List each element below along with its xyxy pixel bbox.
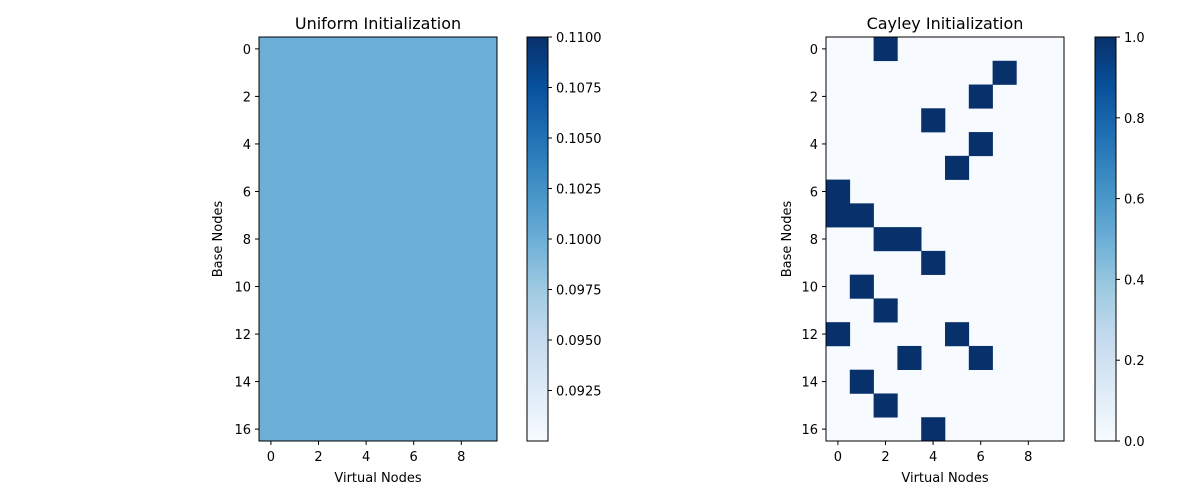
cayley-x-tick-label: 6 [977,450,985,465]
uniform-colorbar-tick-label: 0.1075 [556,82,602,97]
uniform-heatmap-panel: Uniform Initialization 0 2 4 6 8 0 2 4 6 8 10 12 14… [211,14,498,486]
uniform-title: Uniform Initialization [295,14,461,33]
cayley-cell [968,345,993,371]
cayley-x-tick-label: 0 [834,450,842,465]
uniform-colorbar-ticks: 0.0925 0.0950 0.0975 0.1000 0.1025 0.1050 0.10… [548,31,602,400]
cayley-colorbar-tick-label: 0.4 [1124,273,1145,288]
cayley-y-tick-label: 16 [801,423,818,438]
cayley-y-tick-label: 4 [810,138,818,153]
uniform-colorbar-tick-label: 0.1100 [556,31,602,46]
cayley-ylabel: Base Nodes [780,201,795,278]
uniform-colorbar-tick-label: 0.0950 [556,334,602,349]
cayley-colorbar-tick-label: 1.0 [1124,31,1145,46]
cayley-x-ticks: 0 2 4 6 8 [834,441,1032,465]
cayley-xlabel: Virtual Nodes [901,471,989,486]
uniform-x-tick-label: 4 [362,450,370,465]
cayley-cell [921,108,946,133]
cayley-x-tick-label: 2 [881,450,889,465]
cayley-y-ticks: 0 2 4 6 8 10 12 14 16 [801,43,826,438]
uniform-x-tick-label: 0 [267,450,275,465]
cayley-colorbar-tick-label: 0.2 [1124,354,1145,369]
cayley-cell [968,132,993,157]
uniform-colorbar-tick-label: 0.0925 [556,385,602,400]
cayley-cell [897,345,922,371]
uniform-colorbar-tick-label: 0.1000 [556,233,602,248]
cayley-y-tick-label: 12 [801,328,818,343]
cayley-cell [826,322,851,347]
cayley-x-tick-label: 4 [929,450,937,465]
cayley-cell [921,417,946,442]
cayley-cell [945,322,970,347]
cayley-y-tick-label: 14 [801,376,818,391]
cayley-title: Cayley Initialization [867,14,1024,33]
cayley-colorbar: 0.0 0.2 0.4 0.6 0.8 1.0 [1094,31,1145,450]
cayley-cell [849,274,874,299]
cayley-y-tick-label: 10 [801,281,818,296]
cayley-cell [873,37,898,62]
cayley-colorbar-bar [1094,36,1117,442]
uniform-x-tick-label: 2 [314,450,322,465]
cayley-colorbar-tick-label: 0.8 [1124,112,1145,127]
cayley-cell [826,179,851,204]
cayley-colorbar-tick-label: 0.0 [1124,435,1145,450]
uniform-y-tick-label: 10 [234,281,251,296]
cayley-colorbar-tick-label: 0.6 [1124,193,1145,208]
uniform-x-tick-label: 6 [410,450,418,465]
uniform-colorbar-bar [526,36,549,442]
uniform-y-tick-label: 8 [243,233,251,248]
uniform-y-tick-label: 12 [234,328,251,343]
cayley-cell [849,369,874,394]
uniform-y-ticks: 0 2 4 6 8 10 12 14 16 [234,43,259,438]
cayley-heatmap-panel: Cayley Initialization 0 2 4 6 8 0 2 4 6 8 10 12 14 1… [780,14,1065,486]
uniform-ylabel: Base Nodes [211,201,226,278]
cayley-colorbar-ticks: 0.0 0.2 0.4 0.6 0.8 1.0 [1116,31,1145,450]
uniform-y-tick-label: 0 [243,43,251,58]
uniform-y-tick-label: 4 [243,138,251,153]
cayley-cell [968,84,993,109]
uniform-y-tick-label: 6 [243,185,251,200]
uniform-colorbar-tick-label: 0.1025 [556,183,602,198]
cayley-cell [849,203,874,228]
cayley-y-tick-label: 8 [810,233,818,248]
cayley-cell [897,227,922,252]
cayley-x-tick-label: 8 [1024,450,1032,465]
cayley-cell [992,60,1017,85]
uniform-heatmap-cells [259,37,497,441]
cayley-heatmap-cells [826,37,1064,442]
uniform-x-ticks: 0 2 4 6 8 [267,441,465,465]
uniform-xlabel: Virtual Nodes [334,471,422,486]
cayley-y-tick-label: 6 [810,185,818,200]
uniform-colorbar-tick-label: 0.0975 [556,284,602,299]
uniform-fill [259,37,497,441]
uniform-colorbar-tick-label: 0.1050 [556,132,602,147]
uniform-y-tick-label: 16 [234,423,251,438]
cayley-cell [921,250,946,275]
cayley-cell [826,203,851,228]
cayley-y-tick-label: 0 [810,43,818,58]
uniform-y-tick-label: 14 [234,376,251,391]
uniform-x-tick-label: 8 [457,450,465,465]
cayley-cell [873,393,898,418]
cayley-y-tick-label: 2 [810,90,818,105]
cayley-cell [945,155,970,180]
cayley-cell [873,298,898,323]
cayley-cell [873,227,898,252]
uniform-colorbar: 0.0925 0.0950 0.0975 0.1000 0.1025 0.1050 0.10… [526,31,602,442]
uniform-y-tick-label: 2 [243,90,251,105]
